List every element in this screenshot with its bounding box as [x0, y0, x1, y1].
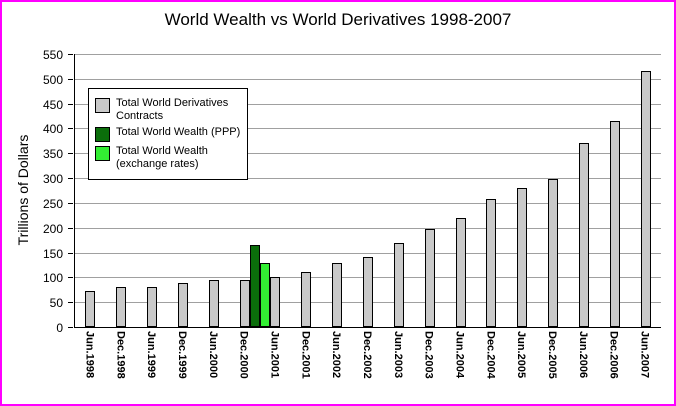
y-tick-mark [68, 103, 73, 105]
y-tick-mark [68, 277, 73, 279]
x-tick-label: Dec.2000 [237, 331, 250, 379]
y-tick-mark [68, 327, 73, 328]
y-tick-mark [68, 202, 73, 204]
bar-total-world-derivatives-contracts [332, 263, 343, 327]
legend-entry: Total World Wealth (PPP) [95, 126, 241, 142]
x-tick-label: Dec.2002 [361, 331, 373, 379]
legend-entry: Total World Derivatives Contracts [95, 97, 241, 123]
y-tick-label: 150 [42, 246, 63, 261]
y-axis: 0 50 100 150 200 250 300 350 400 450 500 550 [2, 48, 73, 335]
chart-title: World Wealth vs World Derivatives 1998-2… [164, 10, 512, 29]
y-tick-mark [68, 302, 73, 304]
legend-label: Total World Wealth (exchange rates) [116, 145, 208, 170]
x-tick-label: Dec.2006 [607, 331, 620, 379]
x-tick-label: Jun.1998 [83, 331, 96, 379]
legend: Total World Derivatives Contracts Total W… [88, 88, 248, 180]
bar-total-world-derivatives-contracts [455, 217, 466, 327]
y-tick-mark [68, 78, 73, 80]
gridline [75, 153, 661, 155]
y-tick-label: 0 [56, 321, 63, 335]
bar-total-world-derivatives-contracts [239, 279, 250, 327]
x-axis: Jun.1998 Dec.1998 Jun.1999 Dec.1999 Jun.2000… [74, 329, 660, 403]
x-tick-label: Dec.2003 [422, 331, 435, 379]
x-tick-label: Jun.2004 [453, 331, 466, 379]
x-tick-label: Jun.2006 [576, 331, 589, 379]
bar-total-world-derivatives-contracts [609, 121, 620, 327]
legend-label: Total World Derivatives Contracts [116, 97, 229, 122]
x-tick-label: Jun.2001 [268, 331, 281, 379]
gridline [75, 103, 661, 105]
x-tick-label: Jun.2007 [638, 331, 651, 379]
x-tick-label: Jun.2002 [330, 331, 343, 379]
bar-total-world-derivatives-contracts [640, 70, 651, 327]
y-tick-mark [68, 252, 73, 254]
x-tick-label: Dec.1998 [114, 331, 127, 379]
y-tick-mark [68, 178, 73, 180]
bar-total-world-wealth-exchange-rates [259, 263, 270, 327]
x-tick-label: Jun.2000 [206, 331, 219, 379]
bar-total-world-derivatives-contracts [147, 286, 158, 327]
y-tick-label: 100 [42, 271, 63, 286]
y-tick-mark [68, 153, 73, 155]
x-tick-label: Dec.2004 [484, 331, 497, 379]
gridline [75, 227, 661, 229]
legend-swatch [95, 146, 110, 161]
bar-total-world-derivatives-contracts [517, 187, 528, 327]
bar-total-world-derivatives-contracts [177, 283, 188, 327]
gridline [75, 54, 661, 55]
y-tick-label: 550 [42, 48, 63, 62]
x-tick-label: Jun.2003 [391, 331, 404, 379]
y-tick-mark [68, 128, 73, 130]
bar-total-world-derivatives-contracts [301, 271, 312, 327]
bar-total-world-derivatives-contracts [363, 256, 373, 327]
bar-total-world-derivatives-contracts [116, 287, 127, 327]
x-tick-label: Jun.1999 [145, 331, 158, 379]
x-tick-label: Dec.2005 [546, 331, 559, 379]
y-tick-label: 500 [42, 72, 63, 87]
legend-entry: Total World Wealth (exchange rates) [95, 145, 241, 171]
bar-total-world-derivatives-contracts [393, 242, 404, 327]
x-tick-label: Jun.2005 [515, 331, 528, 379]
gridline [75, 252, 661, 254]
y-tick-label: 250 [42, 196, 63, 211]
bar-total-world-derivatives-contracts [578, 143, 589, 327]
legend-label: Total World Wealth (PPP) [116, 126, 241, 138]
x-tick-label: Dec.1999 [175, 331, 188, 379]
y-tick-label: 450 [42, 97, 63, 112]
y-tick-mark [68, 54, 73, 55]
bar-total-world-derivatives-contracts [424, 229, 435, 327]
y-tick-label: 200 [42, 221, 63, 236]
gridline [75, 202, 661, 204]
x-tick-label: Dec.2001 [299, 331, 312, 379]
y-tick-label: 400 [42, 122, 63, 137]
bar-total-world-derivatives-contracts [270, 277, 281, 327]
bar-total-world-derivatives-contracts [486, 199, 497, 327]
legend-swatch [95, 98, 110, 113]
legend-swatch [95, 127, 110, 142]
bar-total-world-derivatives-contracts [548, 179, 559, 327]
gridline [75, 78, 661, 80]
bar-total-world-derivatives-contracts [85, 291, 96, 327]
y-tick-label: 350 [42, 147, 63, 162]
gridline [75, 128, 661, 130]
plot-area [74, 54, 661, 328]
y-tick-label: 50 [49, 296, 63, 311]
bar-total-world-wealth-ppp [249, 245, 260, 327]
bar-total-world-derivatives-contracts [208, 280, 219, 327]
gridline [75, 178, 661, 180]
y-tick-label: 300 [42, 172, 63, 187]
y-tick-mark [68, 227, 73, 229]
